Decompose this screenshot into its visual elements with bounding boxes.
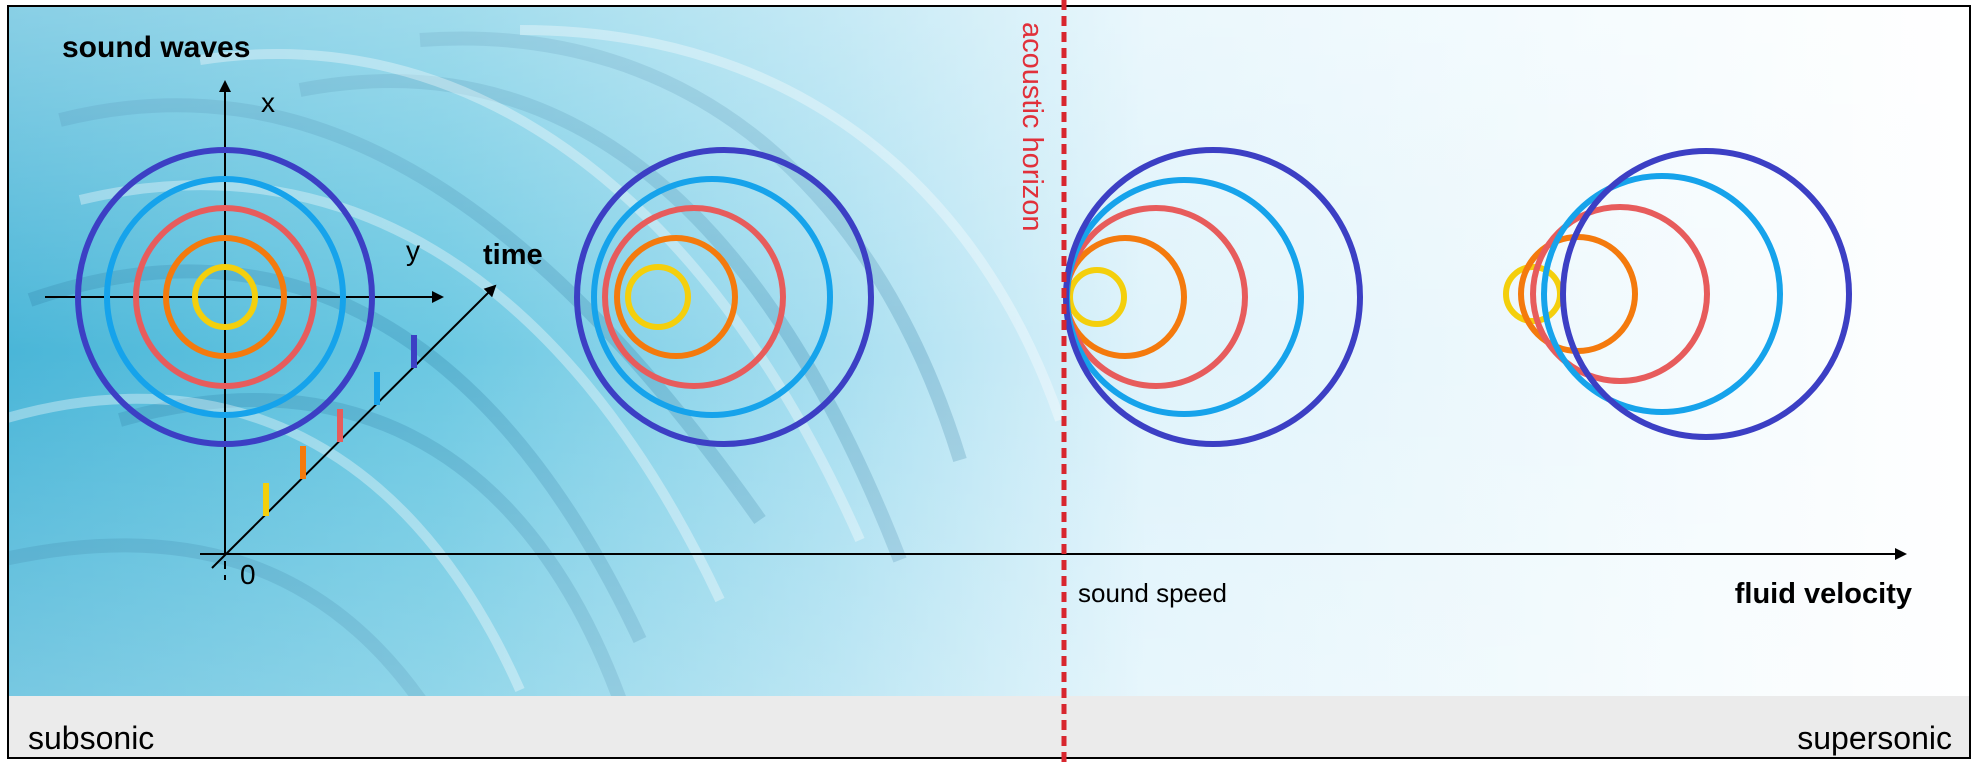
wave-ring-3 [602, 205, 786, 389]
wave-ring-4 [104, 176, 346, 418]
wave-ring-1 [625, 264, 691, 330]
wave-ring-4 [591, 176, 833, 418]
sound-speed-label: sound speed [1078, 578, 1227, 608]
supersonic-label: supersonic [1797, 720, 1952, 756]
time-ticks [263, 335, 417, 516]
bottom-band [8, 696, 1970, 758]
wave-group-subsonic-moving [574, 147, 874, 447]
time-axis-line [211, 284, 497, 569]
wave-ring-5 [574, 147, 874, 447]
acoustic-horizon-label: acoustic horizon [1016, 22, 1048, 232]
wave-ring-2 [163, 235, 287, 359]
time-axis-label: time [483, 239, 543, 271]
x-axis-label: x [261, 87, 275, 118]
wave-ring-3 [133, 205, 317, 389]
wave-ring-5 [1560, 148, 1852, 440]
subsonic-label: subsonic [28, 720, 154, 756]
wave-ring-2 [614, 235, 738, 359]
wave-ring-5 [75, 147, 375, 447]
frame-border [7, 5, 1971, 759]
y-axis-label: y [406, 235, 420, 266]
wave-ring-3 [1530, 204, 1710, 384]
fluid-velocity-label: fluid velocity [1735, 578, 1912, 610]
wave-ring-4 [1541, 173, 1783, 415]
title-label: sound waves [62, 31, 250, 64]
wave-group-subsonic-rest [75, 147, 375, 447]
wave-ring-1 [192, 264, 258, 330]
xy-axes [45, 80, 497, 580]
wave-group-supersonic [1503, 148, 1852, 440]
waterfall-background [8, 6, 1970, 696]
origin-label: 0 [240, 559, 256, 590]
